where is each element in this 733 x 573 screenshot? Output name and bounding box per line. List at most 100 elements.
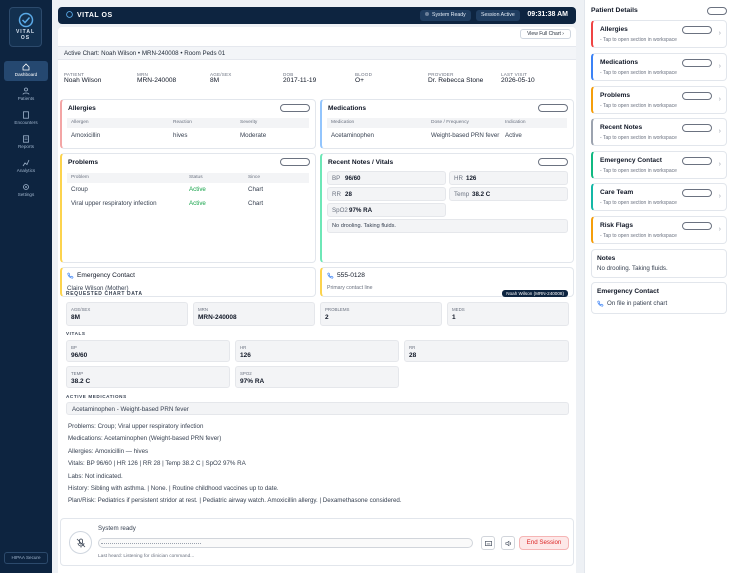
vital-temp: Temp 38.2 C	[449, 187, 568, 201]
provider-value: Dr. Rebecca Stone	[428, 77, 484, 84]
end-session-button[interactable]: End Session	[519, 536, 569, 550]
nav-encounters[interactable]: Encounters	[4, 109, 48, 129]
medications-card[interactable]: Medications Medication Dose / Frequency …	[320, 99, 574, 149]
req-age: AGE/SEX 8M	[66, 302, 188, 326]
col-header: Dose / Frequency	[431, 120, 469, 125]
side-risk-flags[interactable]: Risk Flags - Tap to open section in works…	[591, 216, 727, 244]
allergies-card[interactable]: Allergies Allergen Reaction Severity Amo…	[60, 99, 316, 149]
analytics-icon	[22, 159, 30, 167]
ec-title: Emergency Contact	[597, 288, 659, 295]
recent-notes-card[interactable]: Recent Notes / Vitals BP 96/60 HR 126 RR 28…	[320, 153, 574, 263]
allergies-header	[67, 118, 309, 128]
nav-label: Dashboard	[14, 72, 38, 77]
nav-patients[interactable]: Patients	[4, 85, 48, 105]
label: AGE/SEX	[71, 307, 91, 312]
nav-settings[interactable]: Settings	[4, 181, 48, 201]
bp-label: BP	[332, 175, 341, 182]
medications-header	[327, 118, 567, 128]
side-recent-notes[interactable]: Recent Notes - Tap to open section in wor…	[591, 118, 727, 146]
value: 96/60	[71, 352, 88, 359]
chevron-right-icon: ›	[718, 128, 721, 135]
col-header: Reaction	[173, 120, 192, 125]
card-title: Medications	[600, 59, 639, 66]
side-medications[interactable]: Medications - Tap to open section in work…	[591, 53, 727, 81]
toggle[interactable]	[682, 222, 712, 230]
system-status-text: System Ready	[432, 12, 466, 18]
active-chart-text: Active Chart: Noah Wilson • MRN-240008 •…	[64, 50, 226, 57]
emergency-contact-card[interactable]: Emergency Contact Claire Wilson (Mother)	[60, 267, 316, 297]
card-hint: - Tap to open section in workspace	[600, 70, 677, 76]
allergen-cell: Amoxicillin	[71, 132, 101, 139]
medication-cell: Acetaminophen	[331, 132, 374, 139]
nav-dashboard[interactable]: Dashboard	[4, 61, 48, 81]
allergies-title: Allergies	[68, 105, 96, 112]
hr-label: HR	[454, 175, 463, 182]
nav-analytics[interactable]: Analytics	[4, 157, 48, 177]
gear-icon	[23, 184, 29, 190]
phone-icon	[327, 272, 334, 279]
summary-allergies: Allergies: Amoxicillin — hives	[68, 448, 149, 455]
recent-notes-toggle[interactable]	[538, 158, 568, 166]
col-header: Indication	[505, 120, 526, 125]
toggle[interactable]	[682, 92, 712, 100]
card-title: Risk Flags	[600, 222, 633, 229]
chevron-right-icon: ›	[718, 96, 721, 103]
label: SPO2	[240, 371, 252, 376]
toggle[interactable]	[682, 189, 712, 197]
req-temp: TEMP 38.2 C	[66, 366, 230, 388]
req-hr: HR 126	[235, 340, 399, 362]
brand-line-2: OS	[20, 35, 31, 41]
problems-card[interactable]: Problems Problem Status Since Croup Acti…	[60, 153, 316, 263]
temp-value: 38.2 C	[472, 191, 491, 198]
nav-reports[interactable]: Reports	[4, 133, 48, 153]
note-box: No drooling. Taking fluids.	[327, 219, 568, 233]
blood-value: O+	[355, 77, 364, 84]
summary-vitals: Vitals: BP 96/60 | HR 126 | RR 28 | Temp…	[68, 460, 246, 467]
value: 1	[452, 314, 456, 321]
brand-line-1: VITAL	[15, 29, 36, 35]
keyboard-button[interactable]	[481, 536, 495, 550]
temp-label: Temp	[454, 191, 470, 198]
card-title: Allergies	[600, 26, 628, 33]
last-visit-value: 2026-05-10	[501, 77, 535, 84]
session-status-chip: Session Active	[476, 10, 520, 21]
side-problems[interactable]: Problems - Tap to open section in workspa…	[591, 86, 727, 114]
vital-logo-icon	[18, 12, 33, 28]
bp-value: 96/60	[345, 175, 361, 182]
speaker-button[interactable]	[501, 536, 515, 550]
toggle[interactable]	[682, 26, 712, 34]
mic-button[interactable]	[69, 531, 92, 554]
toggle[interactable]	[682, 124, 712, 132]
card-hint: - Tap to open section in workspace	[600, 200, 677, 206]
col-header: Since	[248, 175, 260, 180]
view-full-chart-button[interactable]: View Full Chart ›	[520, 29, 571, 39]
allergies-toggle[interactable]	[280, 104, 310, 112]
medications-toggle[interactable]	[538, 104, 568, 112]
report-icon	[23, 135, 29, 143]
side-care-team[interactable]: Care Team - Tap to open section in worksp…	[591, 183, 727, 211]
phone-icon	[67, 272, 74, 279]
card-title: Problems	[600, 92, 631, 99]
workspace: Active Chart: Noah Wilson • MRN-240008 •…	[58, 27, 576, 573]
dose-cell: Weight-based PRN fever	[431, 132, 500, 139]
toggle[interactable]	[682, 59, 712, 67]
demo-age: AGE/SEX 8M	[210, 72, 232, 84]
card-hint: - Tap to open section in workspace	[600, 135, 677, 141]
side-emergency-info: Emergency Contact On file in patient cha…	[591, 282, 727, 314]
problems-toggle[interactable]	[280, 158, 310, 166]
summary-plan: Plan/Risk: Pediatrics if persistent stri…	[68, 497, 402, 504]
col-header: Status	[189, 175, 203, 180]
chevron-right-icon: ›	[718, 30, 721, 37]
side-emergency-contact[interactable]: Emergency Contact - Tap to open section i…	[591, 151, 727, 179]
panel-toggle[interactable]	[707, 7, 727, 15]
demo-visit: LAST VISIT 2026-05-10	[501, 72, 535, 84]
reaction-cell: hives	[173, 132, 188, 139]
phone-icon	[597, 300, 604, 307]
side-allergies[interactable]: Allergies - Tap to open section in worksp…	[591, 20, 727, 48]
emergency-title: Emergency Contact	[77, 272, 135, 279]
top-bar: VITAL OS System Ready Session Active 09:…	[58, 7, 576, 24]
left-nav: VITAL OS Dashboard Patients Encounters R…	[0, 0, 52, 573]
label: AGE/SEX	[210, 72, 232, 77]
toggle[interactable]	[682, 157, 712, 165]
recent-notes-title: Recent Notes / Vitals	[328, 159, 394, 166]
